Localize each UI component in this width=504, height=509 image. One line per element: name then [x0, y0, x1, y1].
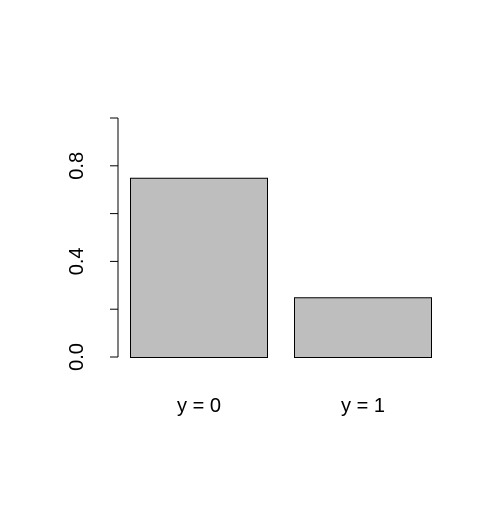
bar-0 — [131, 178, 268, 357]
y-axis: 0.0 0.4 0.8 — [66, 118, 118, 371]
bar-1 — [295, 298, 432, 358]
x-category-label-0: y = 0 — [177, 395, 221, 417]
bars — [131, 178, 432, 357]
y-tick-label-0: 0.0 — [66, 343, 88, 371]
y-tick-label-2: 0.8 — [66, 152, 88, 180]
x-axis-labels: y = 0 y = 1 — [177, 395, 385, 417]
x-category-label-1: y = 1 — [341, 395, 385, 417]
y-tick-label-1: 0.4 — [66, 247, 88, 275]
